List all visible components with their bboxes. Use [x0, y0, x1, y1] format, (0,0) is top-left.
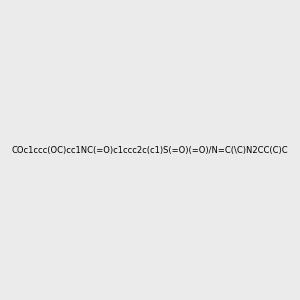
Text: COc1ccc(OC)cc1NC(=O)c1ccc2c(c1)S(=O)(=O)/N=C(\C)N2CC(C)C: COc1ccc(OC)cc1NC(=O)c1ccc2c(c1)S(=O)(=O)… [12, 146, 288, 154]
